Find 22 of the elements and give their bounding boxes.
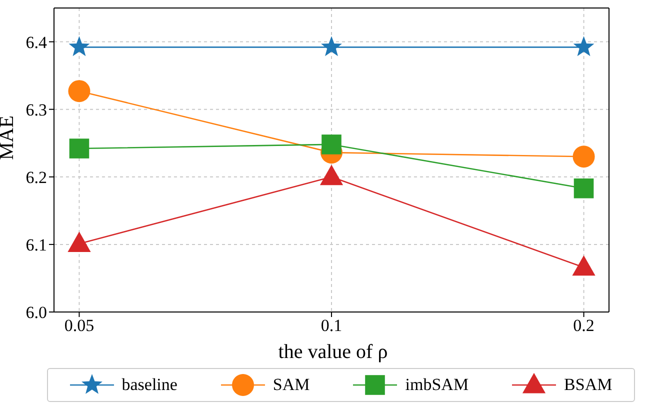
y-tick-label: 6.2 (26, 168, 47, 187)
point (322, 134, 342, 154)
y-tick-label: 6.0 (26, 303, 47, 322)
y-tick-label: 6.4 (26, 32, 48, 52)
legend-label: imbSAM (405, 375, 469, 395)
x-tick-label: 0.1 (320, 316, 342, 336)
x-axis-title: the value of ρ (277, 340, 389, 365)
legend-label: BSAM (564, 375, 612, 395)
point (321, 36, 342, 56)
y-axis-title: MAE (0, 116, 18, 160)
y-tick-label: 6.3 (26, 100, 47, 120)
point (574, 178, 594, 198)
legend-label: SAM (272, 375, 310, 395)
x-tick-label: 0.05 (64, 316, 94, 336)
point (572, 146, 595, 168)
y-tick-label: 6.1 (26, 235, 47, 254)
point (573, 36, 594, 56)
point (68, 36, 90, 56)
point (69, 138, 90, 158)
x-tick-label: 0.2 (573, 316, 594, 336)
point (68, 80, 90, 102)
legend-label: baseline (122, 375, 178, 395)
